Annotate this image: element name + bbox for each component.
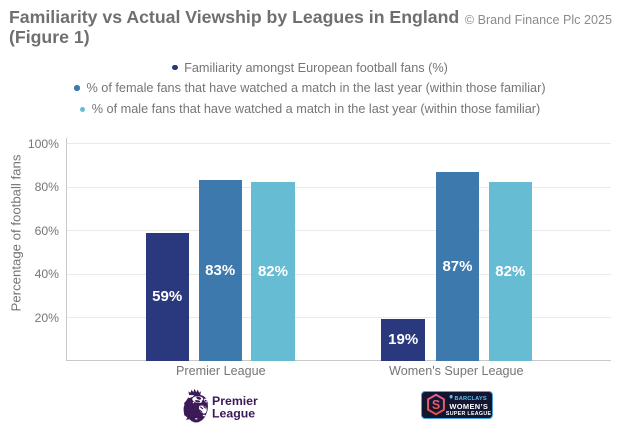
svg-text:SUPER LEAGUE: SUPER LEAGUE <box>446 411 492 417</box>
svg-text:S: S <box>432 398 440 412</box>
svg-text:BARCLAYS: BARCLAYS <box>455 396 487 402</box>
svg-text:WOMEN’S: WOMEN’S <box>449 402 488 411</box>
svg-text:Premier: Premier <box>212 394 258 408</box>
svg-text:League: League <box>212 406 255 420</box>
